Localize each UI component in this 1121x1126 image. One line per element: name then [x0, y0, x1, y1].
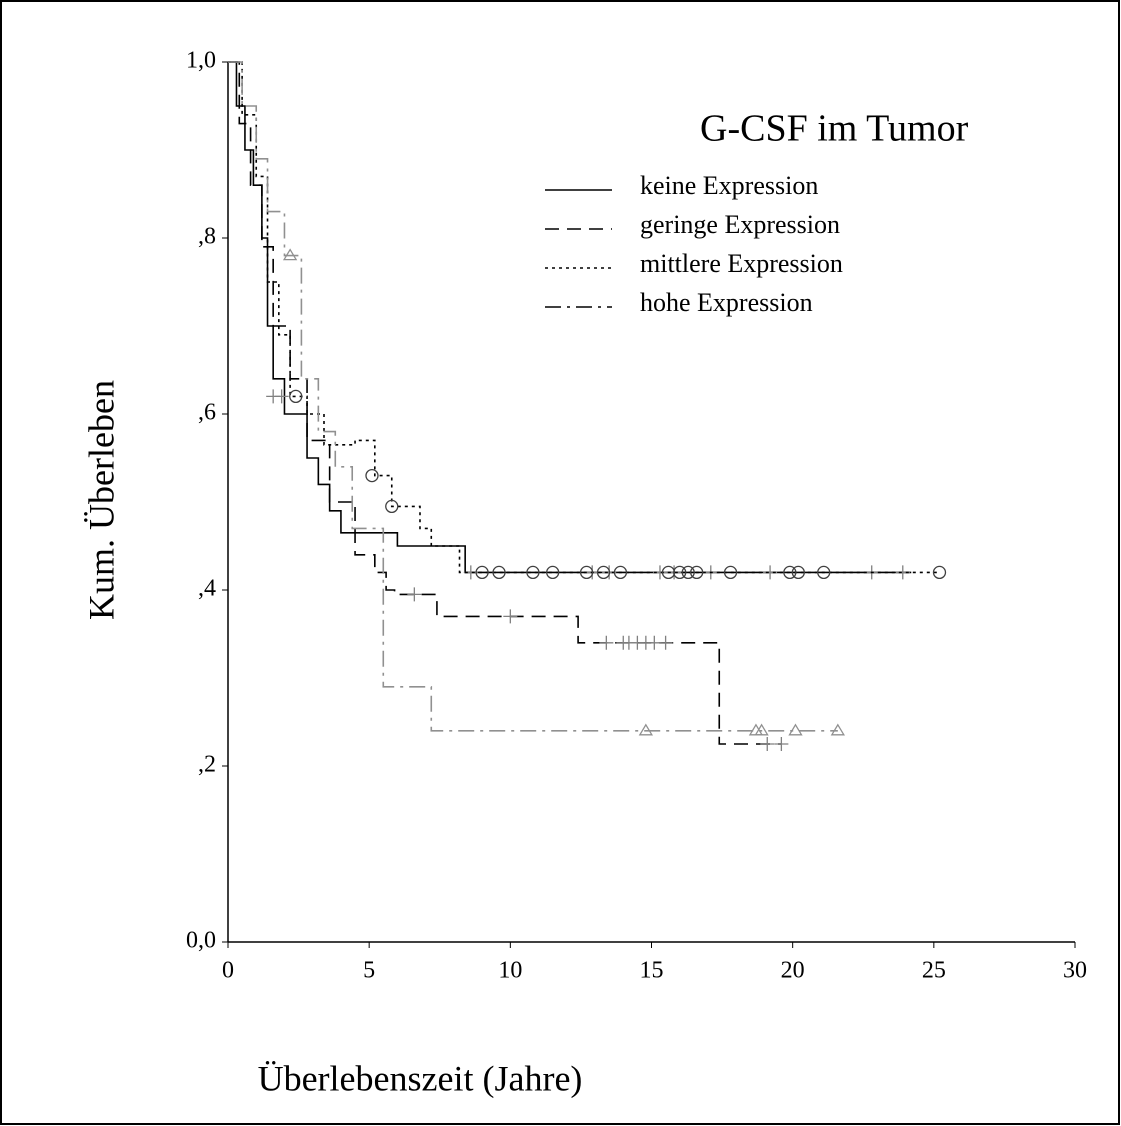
- censor-marker: [638, 723, 654, 736]
- y-tick-label: 0,0: [186, 928, 216, 954]
- censor-marker: [830, 723, 845, 736]
- censor-marker: [673, 565, 687, 580]
- y-tick-label: ,8: [198, 224, 216, 250]
- censor-marker: [579, 565, 594, 580]
- censor-marker: [475, 565, 489, 580]
- censor-marker: [774, 737, 789, 751]
- censor-marker: [754, 723, 769, 736]
- y-tick-label: ,6: [198, 400, 216, 426]
- x-tick-label: 30: [1063, 958, 1087, 984]
- censor-marker: [599, 635, 614, 650]
- x-tick-label: 15: [640, 958, 664, 984]
- censor-marker: [690, 565, 704, 580]
- survival-curve: [228, 61, 782, 745]
- censor-marker: [274, 389, 289, 404]
- survival-curve: [228, 61, 940, 574]
- censor-marker: [503, 609, 518, 624]
- legend-title: G-CSF im Tumor: [700, 108, 969, 150]
- censor-marker: [661, 565, 676, 580]
- censor-marker: [289, 389, 303, 404]
- censor-marker: [407, 587, 422, 602]
- y-tick-label: ,2: [198, 752, 216, 778]
- legend-label: keine Expression: [640, 171, 818, 200]
- censor-marker: [526, 565, 540, 580]
- censor-marker: [385, 499, 399, 514]
- censor-marker: [282, 248, 298, 261]
- legend-label: hohe Expression: [640, 288, 813, 317]
- x-axis-label: Überlebenszeit (Jahre): [258, 1058, 583, 1098]
- legend-label: mittlere Expression: [640, 249, 843, 278]
- censor-marker: [723, 565, 738, 580]
- censor-marker: [817, 565, 831, 580]
- x-tick-label: 0: [222, 958, 234, 984]
- x-tick-label: 20: [781, 958, 805, 984]
- censor-marker: [788, 723, 803, 736]
- censor-marker: [658, 635, 673, 650]
- censor-marker: [365, 468, 379, 483]
- x-tick-label: 25: [922, 958, 946, 984]
- censor-marker: [681, 565, 695, 580]
- censor-marker: [546, 565, 560, 580]
- censor-marker: [492, 565, 506, 580]
- censor-marker: [760, 737, 775, 751]
- y-tick-label: ,4: [198, 576, 216, 602]
- censor-marker: [791, 565, 805, 580]
- x-tick-label: 10: [498, 958, 522, 984]
- censor-marker: [613, 565, 628, 580]
- y-axis-label: Kum. Überleben: [81, 380, 121, 620]
- y-tick-label: 1,0: [186, 48, 216, 74]
- legend-label: geringe Expression: [640, 210, 840, 239]
- censor-marker: [596, 565, 611, 580]
- survival-curve: [228, 61, 838, 732]
- x-tick-label: 5: [363, 958, 375, 984]
- censor-marker: [932, 565, 947, 580]
- censor-marker: [783, 565, 797, 580]
